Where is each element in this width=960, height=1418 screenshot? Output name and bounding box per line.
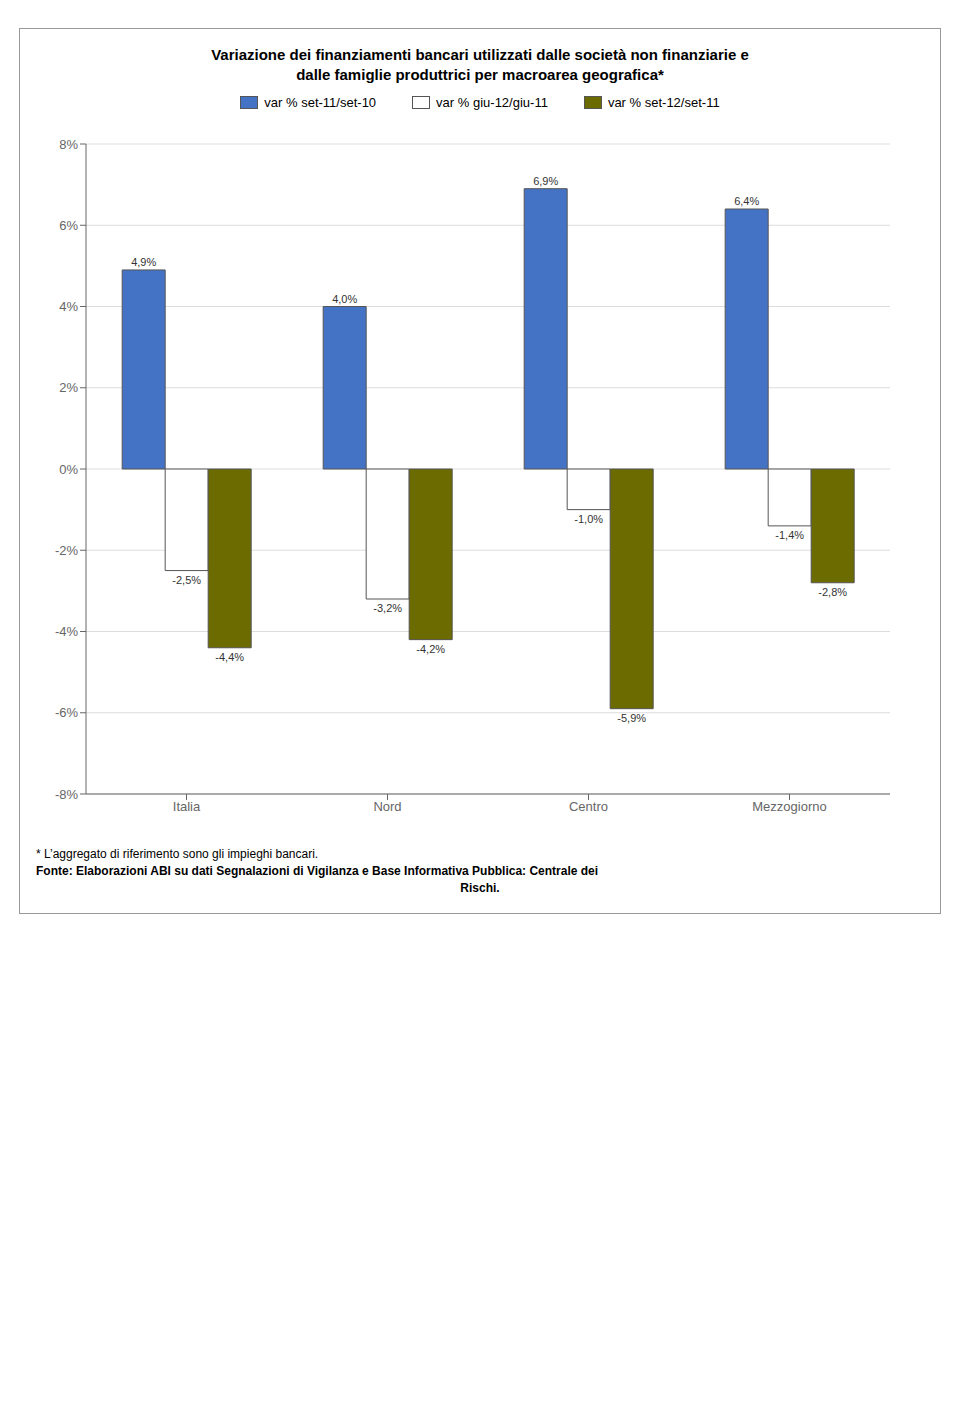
svg-text:6,4%: 6,4%	[734, 195, 759, 207]
svg-text:-6%: -6%	[55, 705, 79, 720]
svg-text:4%: 4%	[59, 299, 78, 314]
html-text:* L’aggregato di riferimento s: * L’aggregato di riferimento sono gli im…	[36, 847, 319, 861]
svg-text:6%: 6%	[59, 218, 78, 233]
html-text:var % giu-12/giu-11: var % giu-12/giu-11	[436, 95, 548, 110]
svg-text:-4,2%: -4,2%	[416, 643, 445, 655]
html-text:dalle famiglie produttrici per: dalle famiglie produttrici per macroarea…	[296, 66, 664, 83]
html-text:Fonte: Elaborazioni ABI su dat: Fonte: Elaborazioni ABI su dati Segnalaz…	[36, 864, 599, 878]
svg-text:2%: 2%	[59, 380, 78, 395]
svg-text:4,9%: 4,9%	[131, 256, 156, 268]
svg-text:-4%: -4%	[55, 624, 79, 639]
svg-text:Centro: Centro	[569, 799, 608, 814]
svg-text:-1,0%: -1,0%	[574, 513, 603, 525]
svg-text:-3,2%: -3,2%	[373, 602, 402, 614]
svg-text:-2%: -2%	[55, 543, 79, 558]
svg-text:6,9%: 6,9%	[533, 175, 558, 187]
svg-text:-4,4%: -4,4%	[215, 651, 244, 663]
svg-text:-2,8%: -2,8%	[818, 586, 847, 598]
svg-text:Italia: Italia	[173, 799, 201, 814]
svg-text:-8%: -8%	[55, 787, 79, 802]
svg-text:4,0%: 4,0%	[332, 293, 357, 305]
svg-text:8%: 8%	[59, 137, 78, 152]
html-text:Variazione dei finanziamenti b: Variazione dei finanziamenti bancari uti…	[211, 46, 749, 63]
svg-text:-5,9%: -5,9%	[617, 712, 646, 724]
svg-text:Mezzogiorno: Mezzogiorno	[752, 799, 826, 814]
svg-text:-2,5%: -2,5%	[172, 574, 201, 586]
svg-text:0%: 0%	[59, 462, 78, 477]
html-text:var % set-12/set-11: var % set-12/set-11	[607, 95, 720, 110]
html-text:Rischi.: Rischi.	[460, 881, 500, 895]
svg-text:-1,4%: -1,4%	[775, 529, 804, 541]
html-text:var % set-11/set-10: var % set-11/set-10	[264, 95, 377, 110]
svg-text:Nord: Nord	[373, 799, 401, 814]
